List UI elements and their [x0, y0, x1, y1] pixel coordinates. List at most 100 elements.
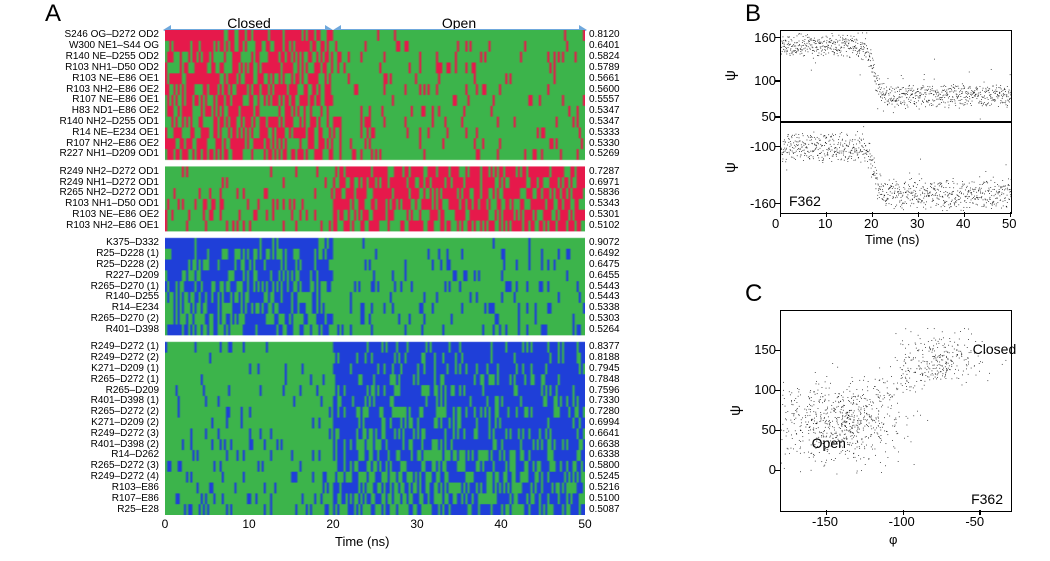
heatmap-row-label: R265 NH2–D272 OD1 [37, 188, 159, 198]
heatmap-row-label: R25–E28 [37, 505, 159, 515]
heatmap-value-label: 0.5245 [589, 472, 620, 482]
heatmap-value-label: 0.5557 [589, 95, 620, 105]
y-tick-label: 160 [742, 30, 776, 45]
heatmap-row-label: R227 NH1–D209 OD1 [37, 149, 159, 159]
heatmap-value-label: 0.5102 [589, 221, 620, 231]
heatmap-value-label: 0.5347 [589, 106, 620, 116]
heatmap-value-label: 0.5443 [589, 282, 620, 292]
heatmap-row-label: S246 OG–D272 OD2 [37, 30, 159, 40]
panel-b-y-title-bot: ψ [722, 162, 739, 173]
heatmap-row-label: R265–D270 (1) [37, 282, 159, 292]
heatmap-row-label: R103 NE–E86 OE2 [37, 210, 159, 220]
heatmap-value-label: 0.5216 [589, 483, 620, 493]
panel-label-b: B [745, 0, 761, 28]
heatmap-row-label: R249–D272 (3) [37, 429, 159, 439]
heatmap-value-label: 0.5443 [589, 292, 620, 302]
heatmap-row-label: R249–D272 (1) [37, 342, 159, 352]
heatmap-value-label: 0.7280 [589, 407, 620, 417]
y-tick-label: 100 [742, 73, 776, 88]
heatmap-value-label: 0.5269 [589, 149, 620, 159]
heatmap-row-label: R249 NH2–D272 OD1 [37, 167, 159, 177]
heatmap-value-label: 0.6971 [589, 178, 620, 188]
heatmap-row-label: R401–D398 (2) [37, 440, 159, 450]
heatmap-value-label: 0.5800 [589, 461, 620, 471]
y-tick-label: 50 [742, 109, 776, 124]
heatmap-value-label: 0.7330 [589, 396, 620, 406]
heatmap-row-label: R249–D272 (2) [37, 353, 159, 363]
x-tick-label: 40 [956, 216, 970, 231]
panel-a: Closed Open S246 OG–D272 OD2W300 NE1–S44… [35, 5, 725, 545]
heatmap-row-label: R103 NH1–D50 OD2 [37, 63, 159, 73]
y-tick-label: -100 [742, 139, 776, 154]
y-tick-label: 100 [746, 382, 776, 397]
heatmap-row-label: R107 NH2–E86 OE2 [37, 139, 159, 149]
heatmap-row-label: R249–D272 (4) [37, 472, 159, 482]
heatmap-value-label: 0.5333 [589, 128, 620, 138]
heatmap-value-label: 0.7287 [589, 167, 620, 177]
heatmap-value-label: 0.8188 [589, 353, 620, 363]
heatmap-row-label: K375–D332 [37, 238, 159, 248]
heatmap-value-label: 0.7848 [589, 375, 620, 385]
heatmap-row-label: R401–D398 [37, 325, 159, 335]
heatmap-x-title: Time (ns) [335, 534, 389, 549]
panel-c-y-title: ψ [727, 405, 744, 416]
heatmap-value-label: 0.5836 [589, 188, 620, 198]
heatmap-value-label: 0.5100 [589, 494, 620, 504]
scatter-b-top-canvas [781, 31, 1011, 121]
heatmap-row-label: R265–D272 (2) [37, 407, 159, 417]
heatmap-value-label: 0.6994 [589, 418, 620, 428]
heatmap-value-label: 0.6455 [589, 271, 620, 281]
x-tick-label: 0 [772, 216, 779, 231]
heatmap-value-label: 0.5343 [589, 199, 620, 209]
heatmap-value-label: 0.6401 [589, 41, 620, 51]
y-tick-label: 0 [746, 462, 776, 477]
x-tick-label: 30 [410, 517, 423, 531]
heatmap-row-label: K271–D209 (1) [37, 364, 159, 374]
heatmap-canvas [165, 30, 585, 515]
heatmap-value-label: 0.5661 [589, 74, 620, 84]
heatmap-row-label: R265–D209 [37, 386, 159, 396]
heatmap-value-label: 0.6475 [589, 260, 620, 270]
heatmap-row-label: R140–D255 [37, 292, 159, 302]
heatmap-value-label: 0.7596 [589, 386, 620, 396]
x-tick-label: -150 [812, 514, 838, 529]
heatmap-value-label: 0.5789 [589, 63, 620, 73]
panel-c-residue-label: F362 [971, 491, 1003, 507]
x-tick-label: 30 [910, 216, 924, 231]
ann-open: Open [812, 435, 846, 451]
y-tick-label: 150 [746, 342, 776, 357]
scatter-b-bottom: F362 [780, 122, 1012, 214]
heatmap-row-label: R265–D272 (3) [37, 461, 159, 471]
heatmap-row-label: R103 NH1–D50 OD1 [37, 199, 159, 209]
heatmap-row-label: R265–D272 (1) [37, 375, 159, 385]
scatter-b-top [780, 30, 1012, 122]
scatter-c: Closed Open F362 [780, 310, 1012, 512]
heatmap-value-label: 0.5600 [589, 85, 620, 95]
heatmap-value-label: 0.5264 [589, 325, 620, 335]
heatmap-value-label: 0.7945 [589, 364, 620, 374]
heatmap-row-label: R25–D228 (1) [37, 249, 159, 259]
heatmap-row-label: R14 NE–E234 OE1 [37, 128, 159, 138]
x-tick-label: 50 [1002, 216, 1016, 231]
x-tick-label: 20 [864, 216, 878, 231]
heatmap-value-label: 0.8120 [589, 30, 620, 40]
x-tick-label: 10 [242, 517, 255, 531]
heatmap-row-label: R249 NH1–D272 OD1 [37, 178, 159, 188]
heatmap-region: S246 OG–D272 OD2W300 NE1–S44 OGR140 NE–D… [165, 30, 585, 515]
heatmap-value-label: 0.8377 [589, 342, 620, 352]
heatmap-value-label: 0.6638 [589, 440, 620, 450]
ann-closed: Closed [973, 341, 1017, 357]
heatmap-row-label: R14–D262 [37, 450, 159, 460]
panel-b-residue-label: F362 [789, 193, 821, 209]
heatmap-row-label: R14–E234 [37, 303, 159, 313]
heatmap-row-label: R103 NH2–E86 OE2 [37, 85, 159, 95]
heatmap-value-label: 0.5301 [589, 210, 620, 220]
y-tick-label: -160 [742, 196, 776, 211]
heatmap-row-label: R107–E86 [37, 494, 159, 504]
x-tick-label: 10 [818, 216, 832, 231]
heatmap-value-label: 0.9072 [589, 238, 620, 248]
heatmap-row-label: W300 NE1–S44 OG [37, 41, 159, 51]
panel-c-x-title: φ [889, 532, 897, 547]
x-tick-label: 0 [162, 517, 169, 531]
x-tick-label: 40 [494, 517, 507, 531]
